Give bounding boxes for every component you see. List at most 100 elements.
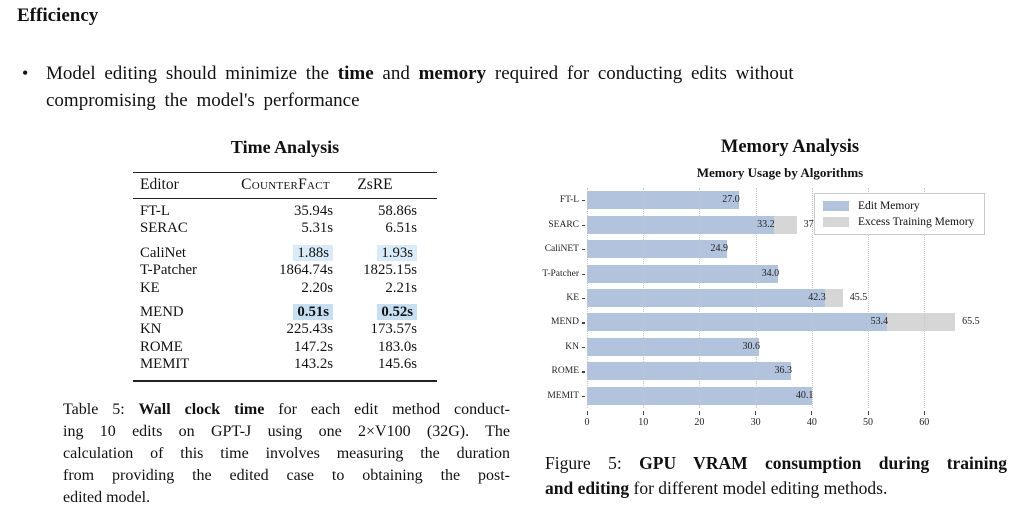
bar-value-label: 33.2 bbox=[757, 218, 775, 230]
y-tick bbox=[582, 224, 585, 226]
text-line: from providing the edited case to obtain… bbox=[63, 465, 510, 487]
text-run: for different model editing methods. bbox=[629, 478, 888, 498]
cell-editor: T-Patcher bbox=[140, 262, 197, 279]
bullet-marker: • bbox=[22, 63, 29, 83]
grid-line bbox=[924, 188, 926, 408]
y-tick bbox=[582, 395, 585, 397]
cell-value: 5.31s bbox=[301, 220, 333, 237]
bar-edit-memory bbox=[587, 337, 759, 356]
table-row: KN 225.43s 173.57s bbox=[133, 321, 437, 338]
cell-zsre: 58.86s bbox=[333, 203, 417, 220]
cell-zsre: 1825.15s bbox=[333, 262, 417, 279]
x-tick-label: 0 bbox=[584, 417, 590, 428]
text-line: ing 10 edits on GPT-J using one 2×V100 (… bbox=[63, 421, 510, 443]
x-tick-label: 50 bbox=[863, 417, 874, 428]
time-table-body: FT-L 35.94s 58.86s SERAC 5.31s 6.51s CaliNet 1.… bbox=[133, 199, 437, 374]
text-run: for each edit method conduct- bbox=[264, 401, 511, 418]
cell-value: 6.51s bbox=[385, 220, 417, 237]
cell-zsre: 1.93s bbox=[333, 244, 417, 262]
chart-title: Memory Usage by Algorithms bbox=[696, 165, 864, 180]
cell-editor: MEMIT bbox=[140, 356, 190, 373]
cell-value: 147.2s bbox=[293, 338, 333, 355]
cell-zsre: 183.0s bbox=[333, 339, 417, 356]
bar-edit-memory bbox=[587, 362, 792, 381]
table-caption: Table 5: Wall clock time for each edit m… bbox=[63, 399, 510, 509]
cell-counterfact: 225.43s bbox=[238, 321, 333, 338]
cell-editor: KE bbox=[140, 279, 160, 296]
legend-item-excess-training-memory: Excess Training Memory bbox=[823, 214, 974, 230]
x-tick-label: 20 bbox=[694, 417, 705, 428]
y-axis-label: T-Patcher bbox=[542, 268, 579, 279]
y-tick bbox=[582, 346, 585, 349]
text-line: edited model. bbox=[63, 487, 510, 509]
legend-label-excess-training-memory: Excess Training Memory bbox=[858, 216, 975, 228]
y-axis-label: KN bbox=[565, 341, 579, 352]
text-run: and bbox=[373, 63, 419, 84]
bar-edit-memory bbox=[587, 313, 888, 332]
bar-edit-memory bbox=[587, 264, 779, 283]
cell-value: 35.94s bbox=[293, 203, 333, 219]
x-tick-label: 10 bbox=[638, 417, 649, 428]
bar-edit-memory bbox=[587, 191, 739, 210]
text-run: Table 5: bbox=[63, 401, 139, 418]
table-row: MEMIT 143.2s 145.6s bbox=[133, 356, 437, 373]
y-tick bbox=[582, 322, 585, 324]
cell-value: 225.43s bbox=[286, 321, 333, 338]
bold-run: GPU VRAM consumption during training bbox=[639, 453, 1007, 473]
text-run: Figure 5: bbox=[545, 453, 640, 473]
table-row: KE 2.20s 2.21s bbox=[133, 280, 437, 297]
cell-counterfact: 143.2s bbox=[238, 356, 333, 373]
x-tick bbox=[586, 411, 588, 415]
y-tick bbox=[582, 273, 585, 275]
table-header-row: Editor CounterFact ZsRE bbox=[133, 173, 437, 199]
text-run: from providing the edited case to obtain… bbox=[63, 467, 510, 484]
column-header-counterfact: CounterFact bbox=[241, 176, 330, 193]
chart-plot-area: Edit Memory Excess Training Memory 0 10 20… bbox=[542, 188, 990, 428]
cell-value: 2.21s bbox=[385, 279, 417, 296]
cell-editor: KN bbox=[140, 321, 162, 338]
table-row: SERAC 5.31s 6.51s bbox=[133, 220, 437, 237]
y-tick bbox=[582, 249, 585, 251]
cell-counterfact: 5.31s bbox=[238, 220, 333, 237]
cell-zsre: 173.57s bbox=[333, 321, 417, 338]
y-axis-label: SEARC bbox=[548, 219, 579, 230]
bar-value-label: 36.3 bbox=[774, 365, 793, 377]
chart-legend: Edit Memory Excess Training Memory bbox=[814, 193, 986, 235]
cell-value: 2.20s bbox=[301, 279, 333, 296]
text-run: edited model. bbox=[63, 489, 151, 506]
cell-value: 183.0s bbox=[377, 338, 417, 355]
cell-editor: MEND bbox=[140, 303, 184, 320]
cell-value: 1864.74s bbox=[279, 262, 333, 279]
bold-run: memory bbox=[418, 63, 487, 84]
cell-zsre: 0.52s bbox=[333, 303, 417, 321]
bullet-text: Model editing should minimize the time a… bbox=[46, 60, 972, 114]
y-axis-label: KE bbox=[566, 293, 579, 303]
x-tick-label: 30 bbox=[750, 417, 761, 428]
table-row: MEND 0.51s 0.52s bbox=[133, 303, 437, 321]
time-analysis-title: Time Analysis bbox=[230, 137, 340, 157]
cell-editor: CaliNet bbox=[140, 244, 187, 261]
column-header-editor: Editor bbox=[140, 176, 179, 193]
table-row: T-Patcher 1864.74s 1825.15s bbox=[133, 262, 437, 279]
cell-value: 143.2s bbox=[293, 356, 333, 373]
x-tick bbox=[642, 411, 644, 415]
text-line: Table 5: Wall clock time for each edit m… bbox=[63, 399, 510, 421]
column-header-zsre: ZsRE bbox=[357, 176, 393, 193]
bold-run: and editing bbox=[545, 478, 630, 498]
legend-swatch-edit-memory bbox=[823, 201, 849, 211]
grid-line bbox=[811, 188, 813, 408]
cell-editor: ROME bbox=[140, 338, 183, 355]
cell-counterfact: 1864.74s bbox=[238, 262, 333, 279]
text-run: compromising the model's performance bbox=[46, 90, 360, 111]
cell-value: 0.52s bbox=[377, 303, 417, 320]
grid-line bbox=[699, 188, 701, 408]
cell-value: 58.86s bbox=[377, 203, 417, 219]
table-row: FT-L 35.94s 58.86s bbox=[133, 203, 437, 220]
x-tick-label: 60 bbox=[919, 417, 930, 428]
cell-value: 173.57s bbox=[370, 321, 417, 338]
table-row: CaliNet 1.88s 1.93s bbox=[133, 244, 437, 262]
bar-total-label: 37.3 bbox=[803, 218, 822, 230]
text-line: Model editing should minimize the time a… bbox=[46, 60, 972, 87]
cell-counterfact: 35.94s bbox=[238, 203, 333, 220]
cell-zsre: 145.6s bbox=[333, 356, 417, 373]
